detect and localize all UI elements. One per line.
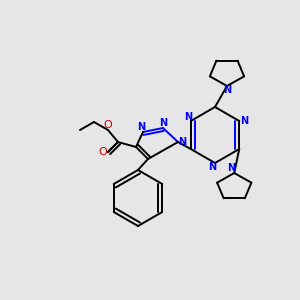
Text: N: N (240, 116, 248, 126)
Text: N: N (223, 85, 231, 95)
Text: N: N (178, 137, 186, 147)
Text: N: N (159, 118, 167, 128)
Text: N: N (227, 163, 235, 173)
Text: O: O (103, 120, 112, 130)
Text: O: O (99, 147, 107, 157)
Text: N: N (208, 162, 216, 172)
Text: N: N (137, 122, 145, 132)
Text: N: N (184, 112, 192, 122)
